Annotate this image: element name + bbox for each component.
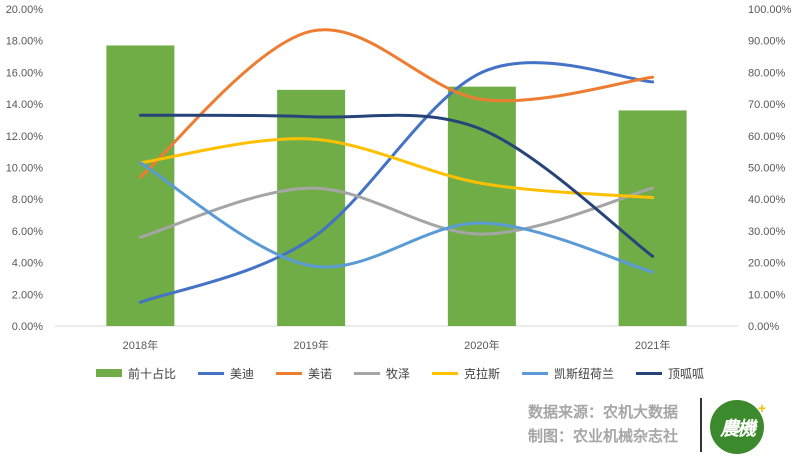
left-tick-label: 8.00% [12, 194, 43, 206]
left-tick-label: 2.00% [12, 289, 43, 301]
legend-label: 前十占比 [127, 366, 176, 381]
left-tick-label: 4.00% [12, 258, 43, 270]
legend-item: 凯斯纽荷兰 [522, 365, 614, 382]
right-tick-label: 20.00% [748, 258, 786, 270]
bar-series [106, 45, 687, 327]
right-tick-label: 80.00% [748, 67, 786, 79]
data-source-text: 数据来源：农机大数据 [528, 404, 679, 421]
right-tick-label: 60.00% [748, 131, 786, 143]
right-tick-label: 30.00% [748, 226, 786, 238]
legend-item: 顶呱呱 [636, 365, 704, 382]
right-tick-label: 0.00% [748, 321, 779, 333]
category-label: 2020年 [464, 338, 499, 352]
legend-swatch [432, 371, 458, 375]
line-克拉斯 [138, 137, 655, 200]
bar-2019年 [277, 89, 346, 327]
legend-item: 前十占比 [95, 365, 176, 382]
legend-swatch [522, 371, 549, 375]
category-label: 2021年 [635, 338, 670, 352]
left-tick-label: 16.00% [6, 67, 44, 79]
line-美诺 [138, 28, 655, 179]
line-牧泽 [138, 186, 655, 239]
chart-legend: 前十占比 美迪 美诺 牧泽 克拉斯 凯斯纽荷兰 顶呱呱 [0, 362, 800, 384]
legend-label: 美迪 [229, 366, 254, 381]
left-axis-ticks: 0.00% 2.00% 4.00% 6.00% 8.00% 10.00% 12.00% 14.… [6, 4, 44, 333]
legend-swatch [275, 371, 302, 375]
logo-plus-icon: + [757, 400, 766, 416]
left-tick-label: 0.00% [12, 321, 43, 333]
legend-swatch [95, 369, 122, 377]
category-labels: 2018年 2019年 2020年 2021年 [123, 338, 671, 352]
line-美迪 [138, 61, 655, 304]
left-tick-label: 14.00% [6, 99, 44, 111]
legend-item: 克拉斯 [432, 365, 500, 382]
legend-label: 美诺 [307, 366, 332, 381]
category-label: 2019年 [293, 338, 328, 352]
legend-item: 美诺 [275, 365, 332, 382]
category-label: 2018年 [123, 338, 158, 352]
right-tick-label: 90.00% [748, 36, 786, 48]
line-series [138, 28, 655, 304]
right-tick-label: 70.00% [748, 99, 786, 111]
right-axis-ticks: 0.00% 10.00% 20.00% 30.00% 40.00% 50.00% 60.00… [748, 4, 792, 333]
legend-item: 牧泽 [353, 365, 410, 382]
left-tick-label: 6.00% [12, 226, 43, 238]
divider [700, 398, 702, 452]
legend-label: 牧泽 [385, 366, 410, 381]
legend-label: 凯斯纽荷兰 [554, 366, 615, 381]
legend-swatch [353, 371, 380, 375]
source-credit: 数据来源：农机大数据 制图：农业机械杂志社 [528, 401, 678, 449]
right-tick-label: 50.00% [748, 163, 786, 175]
right-tick-label: 10.00% [748, 289, 786, 301]
legend-label: 顶呱呱 [668, 366, 705, 381]
right-tick-label: 40.00% [748, 194, 786, 206]
legend-swatch [636, 371, 663, 375]
line-凯斯纽荷兰 [138, 161, 655, 274]
line-顶呱呱 [138, 113, 655, 258]
bar-2018年 [106, 45, 175, 327]
combo-chart: 0.00% 2.00% 4.00% 6.00% 8.00% 10.00% 12.00% 14.… [6, 4, 792, 352]
left-tick-label: 20.00% [6, 4, 44, 16]
publisher-logo: 農機 + [710, 400, 766, 454]
right-tick-label: 100.00% [748, 4, 792, 16]
logo-text: 農機 [719, 417, 756, 440]
legend-item: 美迪 [197, 365, 254, 382]
bar-2021年 [618, 110, 687, 326]
left-tick-label: 12.00% [6, 131, 44, 143]
bar-2020年 [447, 86, 516, 326]
legend-label: 克拉斯 [464, 366, 501, 381]
legend-swatch [197, 371, 224, 375]
left-tick-label: 18.00% [6, 36, 44, 48]
chart-maker-text: 制图：农业机械杂志社 [528, 428, 679, 445]
left-tick-label: 10.00% [6, 163, 44, 175]
